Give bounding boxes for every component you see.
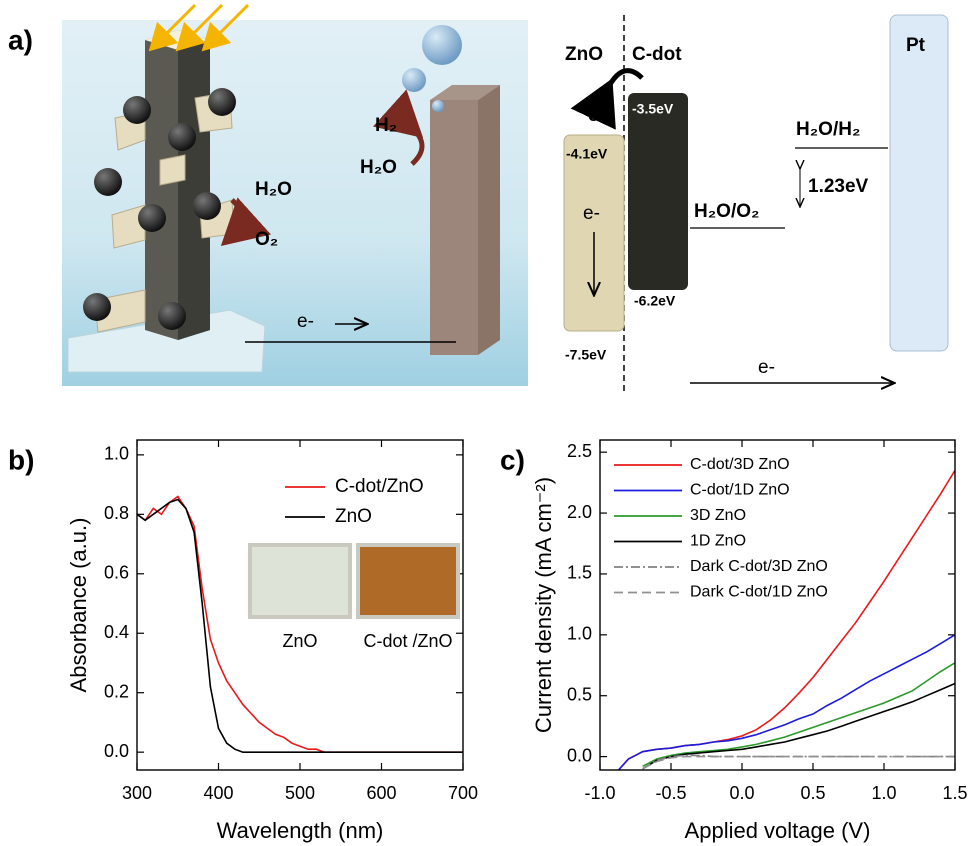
y-axis-title: Absorbance (a.u.) bbox=[66, 518, 91, 693]
y-tick-label: 0.4 bbox=[104, 622, 129, 642]
bubble bbox=[432, 100, 444, 112]
material-label: ZnO bbox=[565, 44, 603, 65]
x-tick-label: 600 bbox=[366, 783, 396, 803]
inset-label: C-dot /ZnO bbox=[363, 631, 452, 651]
y-tick-label: 1.0 bbox=[104, 444, 129, 464]
y-tick-label: 2.5 bbox=[567, 441, 592, 461]
bubble bbox=[402, 68, 426, 92]
electron-label: e- bbox=[297, 311, 314, 332]
species-label: O₂ bbox=[255, 229, 278, 250]
series-line bbox=[643, 755, 955, 768]
legend-label: C-dot/ZnO bbox=[335, 476, 424, 497]
energy-label: -3.5eV bbox=[632, 101, 674, 117]
y-tick-label: 2.0 bbox=[567, 502, 592, 522]
panel-label: b) bbox=[8, 444, 34, 475]
inset-label: ZnO bbox=[282, 631, 317, 651]
series-line bbox=[137, 497, 463, 753]
x-tick-label: 700 bbox=[448, 783, 478, 803]
series-line bbox=[643, 757, 955, 769]
legend-label: ZnO bbox=[335, 506, 372, 527]
y-tick-label: 0.0 bbox=[567, 745, 592, 765]
x-tick-label: 0.0 bbox=[729, 783, 754, 803]
panel-label: c) bbox=[500, 444, 525, 475]
legend-label: Dark C-dot/1D ZnO bbox=[690, 584, 828, 601]
y-tick-label: 0.5 bbox=[567, 684, 592, 704]
x-tick-label: 0.5 bbox=[800, 783, 825, 803]
panel-label: a) bbox=[8, 24, 33, 55]
energy-label: -6.2eV bbox=[634, 293, 676, 309]
x-tick-label: 1.5 bbox=[942, 783, 967, 803]
y-tick-label: 1.0 bbox=[567, 624, 592, 644]
species-label: H₂ bbox=[375, 115, 397, 136]
electrode-label: Pt bbox=[906, 35, 926, 56]
y-axis-title: Current density (mA cm⁻²) bbox=[531, 477, 556, 733]
inset-photo bbox=[250, 545, 350, 617]
gap-label: 1.23eV bbox=[808, 176, 869, 197]
level-label: H₂O/O₂ bbox=[694, 201, 759, 222]
material-label: C-dot bbox=[632, 44, 682, 65]
x-tick-label: 400 bbox=[203, 783, 233, 803]
y-tick-label: 0.8 bbox=[104, 503, 129, 523]
y-tick-label: 0.0 bbox=[104, 741, 129, 761]
species-label: H₂O bbox=[360, 157, 397, 178]
energy-label: -4.1eV bbox=[566, 146, 608, 162]
counter-side bbox=[478, 85, 500, 355]
species-label: H₂O bbox=[255, 179, 292, 200]
illustration bbox=[62, 5, 528, 386]
electron-label: e- bbox=[588, 105, 605, 126]
series-line bbox=[643, 663, 955, 767]
x-axis-title: Wavelength (nm) bbox=[217, 818, 384, 843]
legend-label: C-dot/1D ZnO bbox=[690, 482, 790, 499]
cdot-band bbox=[628, 93, 688, 290]
electron-label: e- bbox=[583, 203, 600, 224]
legend-label: Dark C-dot/3D ZnO bbox=[690, 558, 828, 575]
inset-photo bbox=[358, 545, 458, 617]
x-tick-label: 300 bbox=[122, 783, 152, 803]
x-tick-label: 500 bbox=[285, 783, 315, 803]
series-line bbox=[137, 500, 463, 753]
y-tick-label: 0.6 bbox=[104, 563, 129, 583]
y-tick-label: 1.5 bbox=[567, 563, 592, 583]
legend-label: 1D ZnO bbox=[690, 533, 746, 550]
counter-electrode bbox=[430, 100, 478, 355]
x-axis-title: Applied voltage (V) bbox=[685, 818, 871, 843]
y-tick-label: 0.2 bbox=[104, 681, 129, 701]
pt-electrode bbox=[890, 15, 948, 351]
legend-label: C-dot/3D ZnO bbox=[690, 456, 790, 473]
energy-label: -7.5eV bbox=[565, 347, 607, 363]
x-tick-label: -1.0 bbox=[584, 783, 615, 803]
nanorod-side bbox=[178, 40, 210, 340]
x-tick-label: 1.0 bbox=[871, 783, 896, 803]
figure: a) b) c) H₂O O bbox=[0, 0, 971, 846]
level-label: H₂O/H₂ bbox=[796, 119, 860, 140]
x-tick-label: -0.5 bbox=[655, 783, 686, 803]
bubble bbox=[422, 25, 462, 65]
electron-label: e- bbox=[758, 357, 775, 378]
legend-label: 3D ZnO bbox=[690, 507, 746, 524]
